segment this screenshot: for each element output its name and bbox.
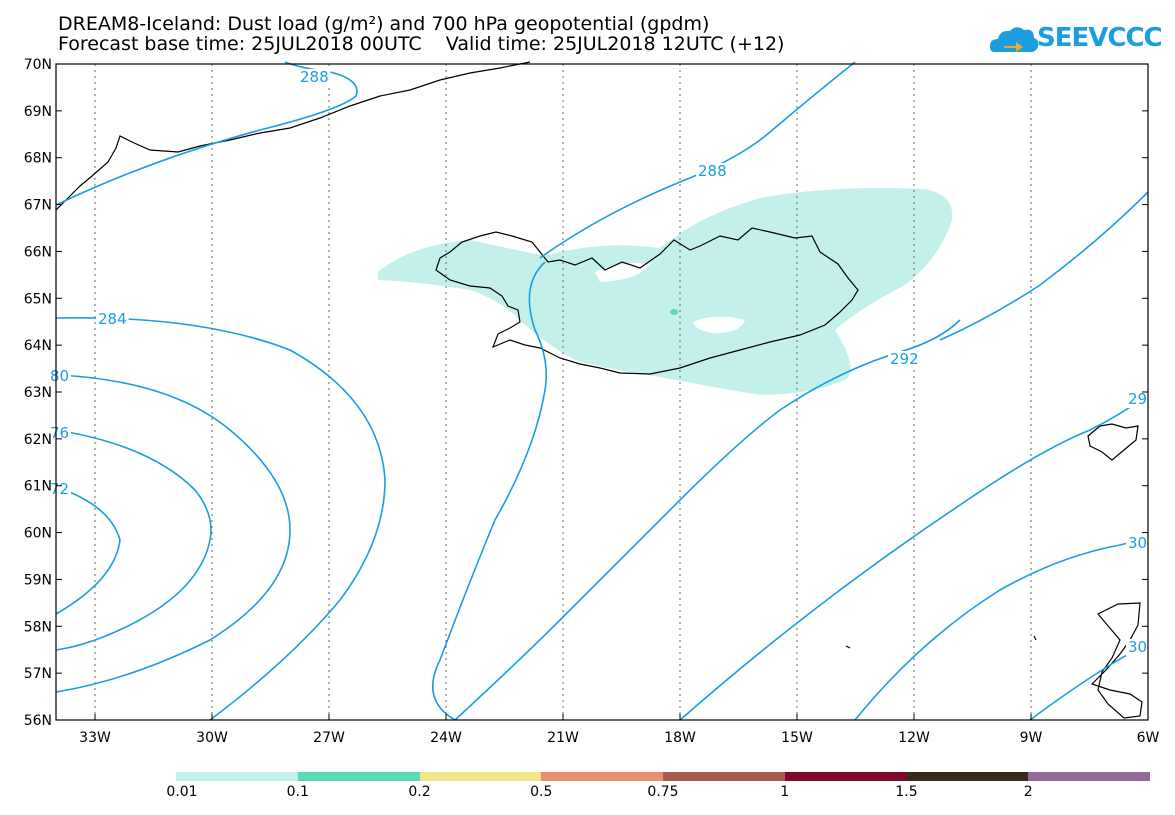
lon-label: 9W xyxy=(1020,730,1043,746)
lon-label: 24W xyxy=(430,730,462,746)
lat-label: 61N xyxy=(24,479,52,495)
lon-label: 12W xyxy=(898,730,930,746)
contour-label-bg xyxy=(888,351,921,368)
contour-label: 80 xyxy=(50,367,69,385)
contour-label-bg xyxy=(298,69,331,86)
colorbar-label: 1 xyxy=(780,784,790,800)
colorbar-label: 0.5 xyxy=(530,784,553,800)
contour-label-bg xyxy=(48,481,71,498)
lat-label: 68N xyxy=(24,151,52,167)
colorbar-segment xyxy=(541,772,663,781)
lat-label: 65N xyxy=(24,291,52,307)
contour-label: 30 xyxy=(1128,534,1147,552)
contour-label-bg xyxy=(1126,391,1149,408)
contour-label: 72 xyxy=(50,480,69,498)
contour-label: 29 xyxy=(1128,390,1147,408)
contour-label-bg xyxy=(1126,639,1149,656)
colorbar-segment xyxy=(1028,772,1150,781)
lat-label: 64N xyxy=(24,338,52,354)
map-frame xyxy=(55,63,1149,721)
lat-label: 63N xyxy=(24,385,52,401)
lat-label: 57N xyxy=(24,666,52,682)
colorbar-segment xyxy=(906,772,1029,781)
lon-label: 15W xyxy=(781,730,813,746)
lat-label: 69N xyxy=(24,104,52,120)
contour-label: 292 xyxy=(890,350,919,368)
colorbar-segment xyxy=(784,772,907,781)
colorbar-segment xyxy=(297,772,420,781)
contour-label: 76 xyxy=(50,424,69,442)
colorbar-label: 2 xyxy=(1023,784,1033,800)
lat-label: 56N xyxy=(24,713,52,729)
lat-label: 58N xyxy=(24,619,52,635)
lon-label: 6W xyxy=(1137,730,1160,746)
colorbar-segment xyxy=(176,772,298,781)
contour-label-bg xyxy=(48,425,71,442)
lon-label: 33W xyxy=(79,730,111,746)
lat-label: 59N xyxy=(24,572,52,588)
colorbar-segment xyxy=(419,772,542,781)
map-subtitle: Forecast base time: 25JUL2018 00UTC Vali… xyxy=(58,33,785,55)
lon-label: 30W xyxy=(196,730,228,746)
colorbar-label: 1.5 xyxy=(895,784,918,800)
coastline xyxy=(55,61,1143,719)
lat-label: 66N xyxy=(24,244,52,260)
lat-label: 60N xyxy=(24,526,52,542)
lon-label: 27W xyxy=(313,730,345,746)
contour-label-bg xyxy=(48,368,71,385)
contour-label-bg xyxy=(696,163,729,180)
colorbar-label: 0.2 xyxy=(408,784,431,800)
colorbar-label: 0.75 xyxy=(647,784,679,800)
contour-label: 284 xyxy=(98,310,127,328)
logo-text: SEEVCCC xyxy=(1037,23,1163,53)
contour-label: 288 xyxy=(300,68,329,86)
map-title: DREAM8-Iceland: Dust load (g/m²) and 700… xyxy=(58,13,710,35)
contour-label-bg xyxy=(96,311,129,328)
geopotential-contours xyxy=(55,61,1149,721)
contour-label: 288 xyxy=(698,162,727,180)
colorbar-segment xyxy=(663,772,785,781)
lon-label: 21W xyxy=(547,730,579,746)
contour-label-bg xyxy=(1126,535,1149,552)
lat-label: 70N xyxy=(24,57,52,73)
colorbar xyxy=(176,772,1150,781)
lat-label: 62N xyxy=(24,432,52,448)
lon-label: 18W xyxy=(664,730,696,746)
map-grid xyxy=(94,64,1032,720)
cloud-arrow-icon xyxy=(990,27,1039,52)
colorbar-label: 0.1 xyxy=(286,784,309,800)
lat-label: 67N xyxy=(24,198,52,214)
colorbar-label: 0.01 xyxy=(166,784,198,800)
contour-label: 30 xyxy=(1128,638,1147,656)
